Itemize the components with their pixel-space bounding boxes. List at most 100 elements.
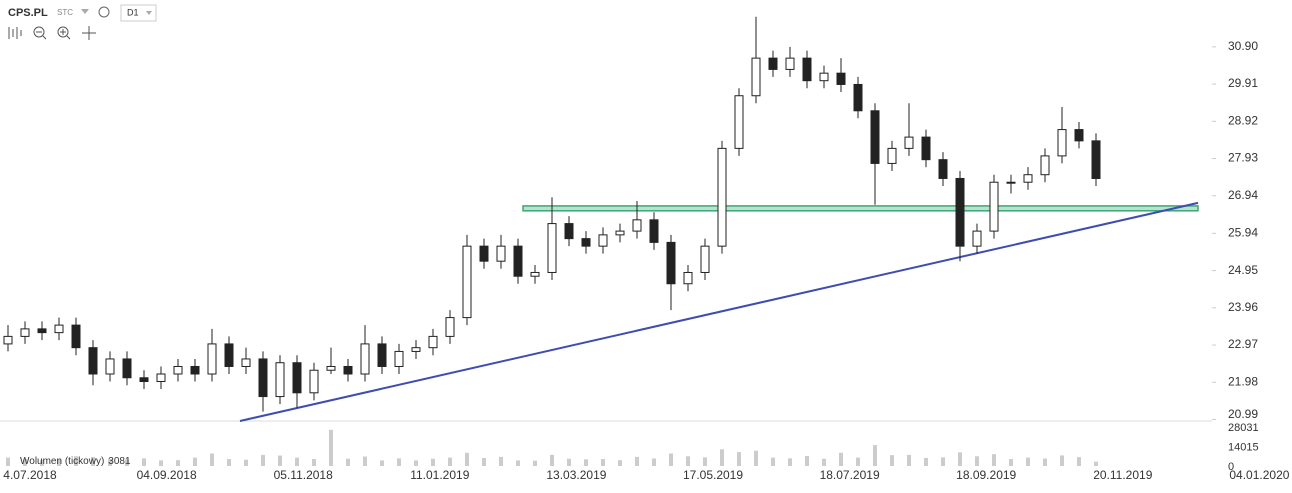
y-tick-label: 23.96	[1228, 300, 1258, 314]
y-tick-label: 27.93	[1228, 151, 1258, 165]
candle-body	[598, 234, 608, 247]
volume-bar	[108, 459, 112, 466]
volume-bar	[720, 449, 724, 466]
candle-body	[258, 358, 268, 398]
volume-bar	[1043, 458, 1047, 466]
candle-body	[819, 72, 829, 82]
volume-bar	[754, 450, 758, 466]
symbol[interactable]: CPS.PL	[8, 7, 48, 19]
candle-body	[360, 343, 370, 375]
volume-bar	[499, 456, 503, 466]
candle-body	[122, 358, 132, 379]
dropdown-arrow[interactable]	[146, 11, 152, 15]
volume-bar	[57, 458, 61, 466]
candle-body	[1006, 181, 1016, 184]
source[interactable]: STC	[57, 8, 73, 17]
candle-body	[3, 335, 13, 345]
volume-bar	[1060, 455, 1064, 466]
candle-body	[751, 57, 761, 97]
volume-bar	[23, 459, 27, 466]
candle-body	[768, 57, 778, 70]
support-zone	[522, 205, 1199, 212]
volume-tick-label: 0	[1228, 461, 1234, 473]
y-tick-label: 29.91	[1228, 76, 1258, 90]
volume-bar	[142, 458, 146, 466]
volume-bar	[601, 459, 605, 466]
volume-bar	[550, 454, 554, 466]
volume-bar	[91, 456, 95, 466]
zoom-out-icon[interactable]	[33, 26, 45, 38]
volume-bar	[244, 459, 248, 466]
info-icon[interactable]	[98, 6, 110, 18]
volume-bar	[346, 458, 350, 466]
y-tick-label: 25.94	[1228, 226, 1258, 240]
candle-body	[615, 230, 625, 236]
volume-bar	[737, 452, 741, 466]
candle-body	[547, 223, 557, 273]
volume-last: 3081	[108, 456, 131, 467]
candle-body	[377, 343, 387, 367]
candle-body	[224, 343, 234, 367]
candle-body	[904, 136, 914, 149]
volume-bar	[618, 460, 622, 466]
pan-icon[interactable]	[82, 26, 96, 40]
candle-body	[581, 238, 591, 247]
volume-bar	[669, 453, 673, 466]
toolbar	[8, 26, 96, 40]
x-tick-label: 05.11.2018	[274, 468, 333, 482]
zoom-in-icon[interactable]	[57, 26, 69, 38]
x-tick-label: 13.03.2019	[546, 468, 606, 482]
chart-type-icon[interactable]	[8, 27, 22, 39]
volume-bar	[295, 457, 299, 466]
candle-body	[479, 245, 489, 262]
candle-body	[989, 181, 999, 232]
candle-body	[853, 83, 863, 112]
volume-bar	[703, 457, 707, 466]
candle-body	[190, 365, 200, 375]
volume-bar	[329, 429, 333, 466]
x-tick-label: 20.11.2019	[1093, 468, 1152, 482]
dropdown-arrow[interactable]	[81, 9, 89, 14]
candle-body	[411, 347, 421, 352]
candle-body	[462, 245, 472, 319]
candle-body	[632, 219, 642, 232]
interval-select[interactable]	[120, 4, 157, 22]
volume-bar	[975, 456, 979, 466]
volume-bar	[227, 459, 231, 466]
volume-bar	[363, 456, 367, 466]
candle-body	[88, 347, 98, 375]
volume-bar	[397, 458, 401, 466]
x-tick-label: 17.05.2019	[683, 468, 743, 482]
volume-bar	[992, 454, 996, 466]
candle-body	[836, 72, 846, 85]
candle-body	[496, 245, 506, 262]
volume-bar	[686, 456, 690, 466]
candle-body	[564, 223, 574, 240]
volume-bar	[788, 458, 792, 466]
volume-bar	[210, 453, 214, 466]
volume-bar	[516, 460, 520, 466]
y-tick-label: 26.94	[1228, 188, 1258, 202]
candle-body	[972, 230, 982, 247]
volume-bar	[584, 459, 588, 466]
volume-bar	[567, 458, 571, 466]
y-tick-label: 21.98	[1228, 374, 1258, 388]
candle-body	[309, 369, 319, 394]
interval[interactable]: D1	[127, 7, 139, 17]
candle-body	[54, 324, 64, 334]
x-tick-label: 04.01.2020	[1229, 468, 1289, 482]
candle-body	[343, 365, 353, 375]
candle-body	[513, 245, 523, 277]
volume-bar	[278, 455, 282, 466]
candle-body	[1074, 129, 1084, 142]
y-tick-label: 30.90	[1228, 39, 1258, 53]
volume-label: Wolumen (tickowy) 3081	[20, 456, 131, 467]
volume-bar	[1094, 461, 1098, 466]
candle-body	[683, 271, 693, 285]
candle-body	[1091, 140, 1101, 179]
volume-bar	[159, 460, 163, 466]
volume-bar	[312, 459, 316, 466]
candle-body	[445, 317, 455, 337]
y-tick-label: 24.95	[1228, 263, 1258, 277]
candle-body	[717, 147, 727, 247]
